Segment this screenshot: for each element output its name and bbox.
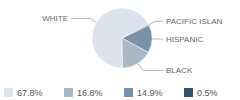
slice-label: PACIFIC ISLAN — [166, 17, 223, 26]
slice — [122, 25, 152, 52]
leader-line — [149, 21, 163, 25]
legend-label: 0.5% — [197, 88, 218, 98]
leader-line — [71, 18, 96, 22]
slice-label: HISPANIC — [166, 35, 203, 44]
leader-line — [152, 38, 163, 39]
legend-swatch — [4, 88, 13, 97]
slice-label: BLACK — [166, 66, 193, 75]
leader-line — [138, 64, 163, 71]
legend-label: 16.8% — [77, 88, 103, 98]
slice-label: WHITE — [42, 14, 68, 23]
pie: WHITE BLACK HISPANIC PACIFIC ISLAN — [42, 8, 222, 75]
legend-swatch — [184, 88, 193, 97]
legend-label: 14.9% — [137, 88, 163, 98]
legend: 67.8% 16.8% 14.9% 0.5% — [4, 88, 218, 98]
legend-swatch — [64, 88, 73, 97]
legend-label: 67.8% — [17, 88, 43, 98]
chart: WHITE BLACK HISPANIC PACIFIC ISLAN 67.8% 16.8… — [0, 0, 240, 100]
legend-swatch — [124, 88, 133, 97]
slice — [122, 24, 149, 38]
